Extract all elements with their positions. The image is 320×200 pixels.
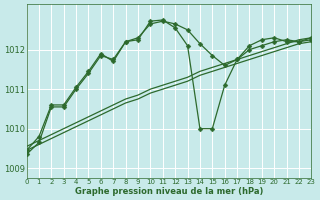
- X-axis label: Graphe pression niveau de la mer (hPa): Graphe pression niveau de la mer (hPa): [75, 187, 263, 196]
